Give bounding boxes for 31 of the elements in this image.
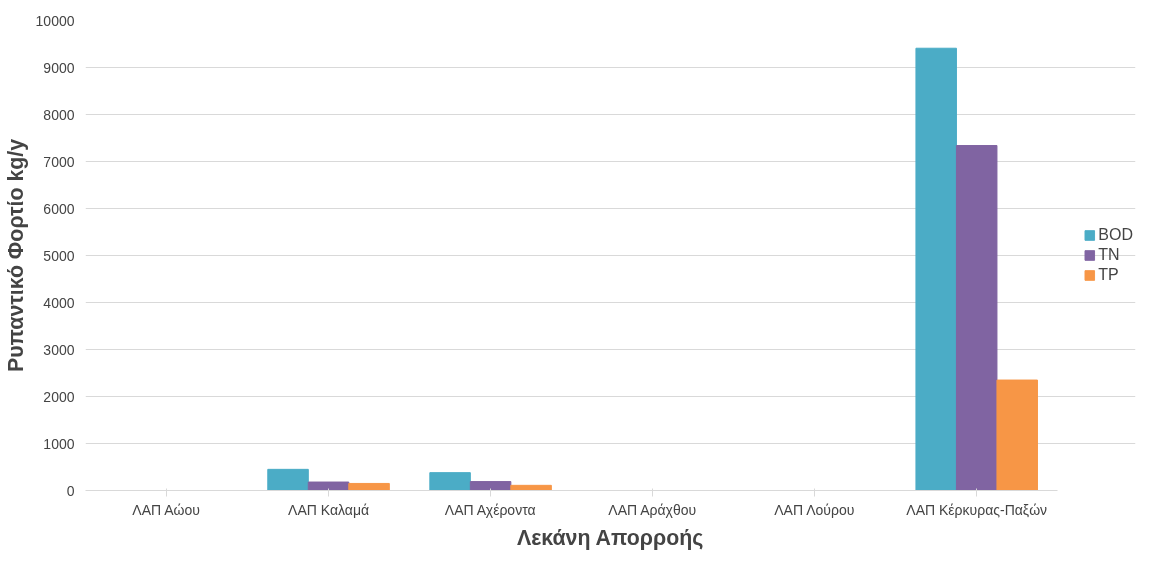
x-tick-label: ΛΑΠ Αώου xyxy=(132,501,200,518)
y-tick-label: 4000 xyxy=(43,294,75,311)
legend-label: TP xyxy=(1098,266,1120,284)
bar xyxy=(307,481,350,491)
y-tick-label: 1000 xyxy=(43,435,75,452)
y-tick-label: 8000 xyxy=(43,106,75,123)
y-tick-label: 0 xyxy=(66,482,75,499)
y-tick-label: 7000 xyxy=(43,153,75,170)
y-tick-label: 6000 xyxy=(43,200,75,217)
x-axis-title: Λεκάνη Απορροής xyxy=(516,525,704,550)
x-tick-label: ΛΑΠ Αράχθου xyxy=(608,501,697,518)
y-tick-label: 10000 xyxy=(35,12,75,29)
y-tick-label: 9000 xyxy=(43,59,75,76)
bar xyxy=(348,482,390,491)
bar xyxy=(915,47,957,491)
bar xyxy=(429,472,471,491)
y-tick-label: 2000 xyxy=(43,388,75,405)
bar xyxy=(469,481,512,491)
bar xyxy=(955,145,998,491)
y-axis-title: Ρυπαντικό Φορτίο kg/y xyxy=(3,138,28,373)
legend-label: TN xyxy=(1098,246,1121,264)
x-tick-label: ΛΑΠ Κέρκυρας-Παξών xyxy=(906,501,1048,518)
legend-label: BOD xyxy=(1098,226,1133,244)
bar xyxy=(510,484,552,491)
x-tick-label: ΛΑΠ Καλαμά xyxy=(288,501,370,518)
x-tick-label: ΛΑΠ Αχέροντα xyxy=(444,501,536,518)
y-tick-label: 5000 xyxy=(43,247,75,264)
bar xyxy=(267,468,309,491)
y-tick-label: 3000 xyxy=(43,341,75,358)
bar xyxy=(996,379,1038,491)
x-tick-label: ΛΑΠ Λούρου xyxy=(774,501,855,518)
